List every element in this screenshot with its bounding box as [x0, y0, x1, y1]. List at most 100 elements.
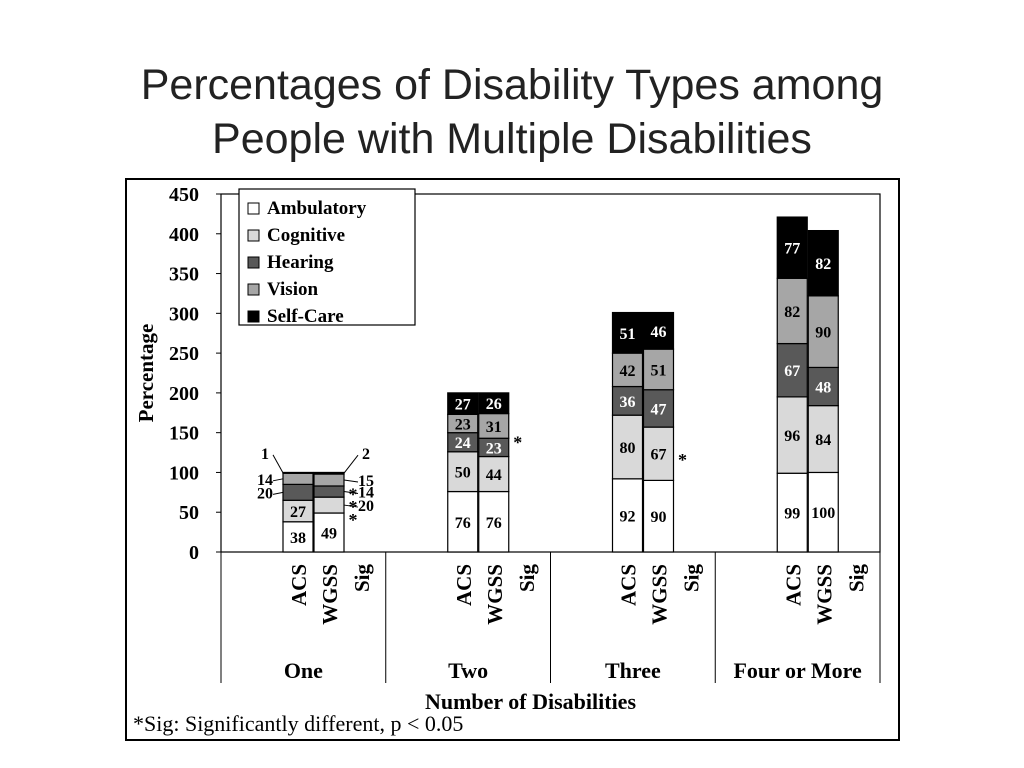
data-label: 90 — [815, 325, 831, 342]
data-label: 46 — [651, 324, 667, 341]
data-label: 27 — [455, 397, 471, 414]
data-label: 90 — [651, 509, 667, 526]
bar-segment-self-care — [776, 216, 808, 279]
bar-segment-vision — [478, 412, 510, 439]
bar-segment-self-care — [611, 311, 644, 354]
y-tick-label: 100 — [169, 462, 199, 484]
data-label: 2 — [362, 446, 370, 463]
y-tick-label: 250 — [169, 343, 199, 365]
legend-swatch-self-care — [247, 310, 260, 323]
data-label: 84 — [815, 432, 831, 449]
y-tick-label: 150 — [169, 423, 199, 445]
slide-title-line-2: People with Multiple Disabilities — [212, 115, 812, 163]
x-axis-label: Number of Disabilities — [425, 689, 636, 714]
category-label: Two — [448, 658, 488, 683]
subcategory-label-wgss: WGSS — [318, 564, 342, 625]
subcategory-label-wgss: WGSS — [812, 564, 836, 625]
stacked-bar-chart: 050100150200250300350400450Percentage382… — [134, 184, 881, 714]
label-leader-line — [343, 504, 359, 508]
significance-mark: * — [349, 497, 358, 517]
data-label: 92 — [620, 508, 636, 525]
subcategory-label-acs: ACS — [287, 564, 311, 606]
bar-segment-self-care — [313, 471, 345, 475]
data-label: 48 — [815, 380, 831, 397]
bar-segment-self-care — [447, 392, 479, 415]
bar-segment-vision — [282, 472, 314, 485]
label-leader-line — [343, 454, 359, 474]
subcategory-label-acs: ACS — [617, 564, 641, 606]
bar-segment-vision — [776, 277, 808, 345]
legend-swatch-vision — [247, 283, 260, 296]
legend-box — [238, 188, 416, 326]
data-label: 44 — [486, 467, 502, 484]
y-axis-label: Percentage — [134, 324, 158, 423]
label-leader-line — [343, 491, 359, 495]
data-label: 14 — [358, 485, 374, 502]
data-label: 49 — [321, 526, 337, 543]
y-tick-label: 50 — [179, 502, 199, 524]
data-label: 47 — [651, 401, 667, 418]
bar-segment-cognitive — [313, 496, 345, 514]
category-label: Four or More — [733, 658, 862, 683]
bar-segment-hearing — [282, 483, 314, 501]
data-label: 38 — [290, 530, 306, 547]
bar-segment-vision — [313, 473, 345, 487]
y-tick-label: 200 — [169, 383, 199, 405]
data-label: 99 — [784, 506, 800, 523]
bar-segment-self-care — [478, 392, 510, 415]
subcategory-label-wgss: WGSS — [648, 564, 672, 625]
bar-segment-cognitive — [642, 426, 675, 482]
legend-label-vision: Vision — [267, 279, 318, 300]
data-label: 67 — [784, 363, 800, 380]
data-label: 67 — [651, 447, 667, 464]
legend-label-cognitive: Cognitive — [267, 225, 345, 246]
significance-footnote: *Sig: Significantly different, p < 0.05 — [133, 711, 464, 736]
significance-mark: * — [349, 484, 358, 504]
bar-segment-hearing — [611, 385, 644, 416]
data-label: 26 — [486, 396, 502, 413]
slide-title-line-1: Percentages of Disability Types among — [140, 61, 884, 109]
bar-segment-ambulatory — [776, 472, 808, 553]
bar-segment-vision — [642, 348, 675, 391]
data-label: 76 — [455, 515, 471, 532]
y-tick-label: 400 — [169, 224, 199, 246]
bar-segment-self-care — [282, 471, 314, 474]
label-leader-line — [272, 478, 284, 482]
data-label: 82 — [784, 304, 800, 321]
subcategory-label-sig: Sig — [350, 564, 374, 593]
bar-segment-ambulatory — [611, 478, 644, 553]
subcategory-label-acs: ACS — [781, 564, 805, 606]
data-label: 76 — [486, 515, 502, 532]
bar-segment-hearing — [313, 485, 345, 498]
y-tick-label: 300 — [169, 303, 199, 325]
category-label: One — [284, 658, 323, 683]
y-tick-label: 450 — [169, 184, 199, 206]
data-label: 51 — [620, 326, 636, 343]
data-label: 14 — [257, 472, 273, 489]
data-label: 80 — [620, 440, 636, 457]
data-label: 20 — [257, 485, 273, 502]
data-label: 1 — [261, 446, 269, 463]
bar-segment-cognitive — [807, 405, 839, 474]
slide-title: Percentages of Disability Types among Pe… — [0, 58, 1024, 166]
legend-swatch-hearing — [247, 256, 260, 269]
data-label: 51 — [651, 362, 667, 379]
bar-segment-ambulatory — [447, 490, 479, 553]
subcategory-label-sig: Sig — [844, 564, 868, 593]
y-tick-label: 0 — [189, 542, 199, 564]
bar-segment-ambulatory — [807, 471, 839, 553]
subcategory-label-sig: Sig — [515, 564, 539, 593]
data-label: 15 — [358, 473, 374, 490]
significance-mark: * — [678, 450, 687, 470]
subcategory-label-acs: ACS — [452, 564, 476, 606]
bar-segment-ambulatory — [478, 490, 510, 553]
legend-label-hearing: Hearing — [267, 252, 334, 273]
subcategory-label-sig: Sig — [680, 564, 704, 593]
bar-segment-cognitive — [776, 396, 808, 474]
bar-segment-self-care — [807, 229, 839, 297]
category-label: Three — [605, 658, 661, 683]
y-tick-label: 350 — [169, 264, 199, 286]
data-label: 50 — [455, 465, 471, 482]
legend-label-self-care: Self-Care — [267, 306, 344, 327]
legend-swatch-ambulatory — [247, 202, 260, 215]
